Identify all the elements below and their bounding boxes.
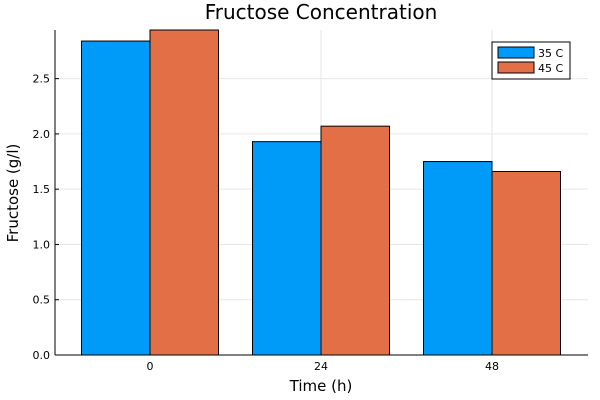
y-tick-label: 1.0 — [33, 238, 51, 251]
legend: 35 C 45 C — [491, 41, 571, 80]
bar-45-c-24 — [320, 125, 390, 356]
legend-label: 35 C — [538, 47, 563, 60]
y-tick-label: 0.5 — [33, 294, 51, 307]
legend-label: 45 C — [538, 62, 563, 75]
y-tick-label: 0.0 — [33, 349, 51, 362]
x-tick-labels: 0 24 48 — [147, 360, 500, 373]
x-tick-label: 48 — [485, 360, 499, 373]
axes — [54, 30, 588, 356]
y-tick-label: 2.5 — [33, 73, 51, 86]
bar-45-c-0 — [149, 29, 219, 356]
bar-35-c-0 — [81, 40, 151, 356]
y-axis-label: Fructose (g/l) — [4, 144, 22, 243]
bar-35-c-24 — [252, 141, 322, 356]
x-tick-label: 0 — [147, 360, 154, 373]
y-tick-labels: 0.0 0.5 1.0 1.5 2.0 2.5 — [33, 73, 51, 362]
legend-swatch — [497, 61, 535, 74]
x-axis-label: Time (h) — [289, 377, 353, 395]
y-tick-label: 1.5 — [33, 183, 51, 196]
chart-title: Fructose Concentration — [205, 0, 438, 24]
bar-45-c-48 — [491, 170, 561, 356]
legend-swatch — [497, 46, 535, 59]
x-tick-label: 24 — [314, 360, 328, 373]
y-tick-label: 2.0 — [33, 128, 51, 141]
bar-35-c-48 — [423, 161, 493, 356]
bars — [81, 29, 561, 356]
